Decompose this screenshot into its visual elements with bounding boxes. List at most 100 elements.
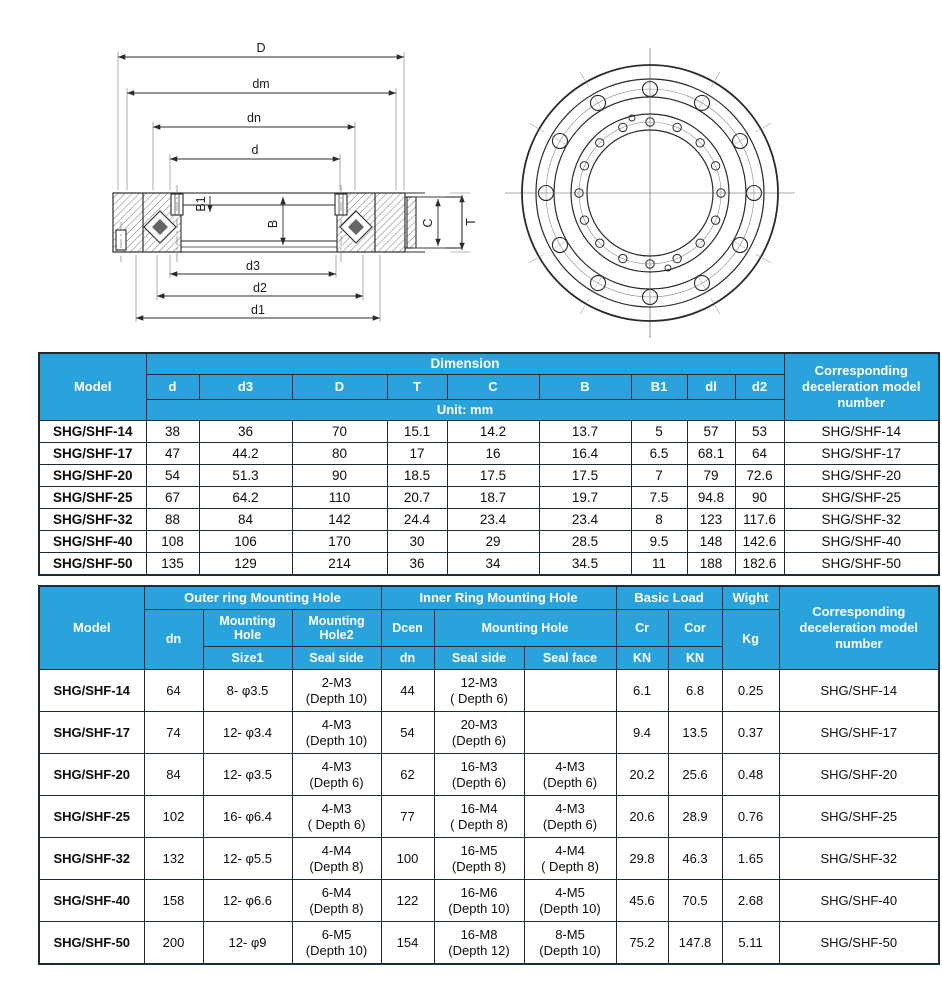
inner-bolt-hole bbox=[579, 161, 590, 171]
value-cell: 28.5 bbox=[538, 530, 632, 553]
value-cell: 20.2 bbox=[615, 753, 669, 796]
table-row: SHG/SHF-50 200 12- φ9 6-M5 (Depth 10) 154 16-… bbox=[38, 921, 940, 965]
value-cell: 16-M4 ( Depth 8) bbox=[433, 795, 525, 838]
t1-col-D: D bbox=[291, 374, 388, 400]
value-cell: 13.7 bbox=[538, 420, 632, 443]
table-row: SHG/SHF-32 88 84 142 24.4 23.4 23.4 8 123 117.6 SH… bbox=[38, 508, 940, 531]
dim-label-B1: B1 bbox=[194, 196, 208, 211]
value-cell: SHG/SHF-32 bbox=[783, 508, 940, 531]
t2-col-kn1: KN bbox=[615, 646, 669, 670]
value-cell: 0.37 bbox=[721, 711, 780, 754]
inner-bolt-hole bbox=[695, 238, 705, 248]
value-cell: 46.3 bbox=[667, 837, 723, 880]
hole-tick bbox=[592, 94, 604, 112]
model-cell: SHG/SHF-17 bbox=[38, 442, 147, 465]
hole-tick bbox=[731, 239, 749, 251]
value-cell: 142 bbox=[291, 508, 388, 531]
value-cell: 4-M3 (Depth 6) bbox=[523, 753, 617, 796]
value-cell: 44.2 bbox=[198, 442, 293, 465]
value-cell: SHG/SHF-25 bbox=[783, 486, 940, 509]
value-cell: 79 bbox=[686, 464, 736, 487]
value-cell: 34 bbox=[446, 552, 540, 576]
hole-tick bbox=[696, 94, 708, 112]
value-cell: 20.7 bbox=[386, 486, 448, 509]
model-cell: SHG/SHF-40 bbox=[38, 879, 145, 922]
value-cell: SHG/SHF-40 bbox=[778, 879, 940, 922]
outer-bolt-hole bbox=[551, 236, 568, 254]
value-cell: 36 bbox=[386, 552, 448, 576]
value-cell: 54 bbox=[380, 711, 435, 754]
value-cell: SHG/SHF-20 bbox=[783, 464, 940, 487]
value-cell: 77 bbox=[380, 795, 435, 838]
inner-bolt-hole bbox=[645, 259, 655, 269]
outer-bolt-hole bbox=[589, 94, 607, 111]
value-cell: 16-M6 (Depth 10) bbox=[433, 879, 525, 922]
dim-label-dm: dm bbox=[252, 77, 269, 91]
value-cell: 17 bbox=[386, 442, 448, 465]
dim-label-d3: d3 bbox=[246, 259, 260, 273]
table-row: SHG/SHF-14 38 36 70 15.1 14.2 13.7 5 57 53 SHG/SHF… bbox=[38, 420, 940, 443]
value-cell: 200 bbox=[143, 921, 204, 965]
outer-bolt-hole bbox=[732, 132, 749, 150]
value-cell: 123 bbox=[686, 508, 736, 531]
value-cell: SHG/SHF-17 bbox=[778, 711, 940, 754]
model-cell: SHG/SHF-14 bbox=[38, 420, 147, 443]
model-cell: SHG/SHF-17 bbox=[38, 711, 145, 754]
value-cell bbox=[523, 669, 617, 712]
t1-header-corresponding: Corresponding deceleration model number bbox=[783, 352, 940, 421]
value-cell: SHG/SHF-14 bbox=[783, 420, 940, 443]
value-cell: 2-M3 (Depth 10) bbox=[291, 669, 382, 712]
value-cell: 4-M5 (Depth 10) bbox=[523, 879, 617, 922]
model-cell: SHG/SHF-20 bbox=[38, 464, 147, 487]
value-cell: 29.8 bbox=[615, 837, 669, 880]
value-cell: 188 bbox=[686, 552, 736, 576]
t2-col-cr: Cr bbox=[615, 609, 669, 647]
model-cell: SHG/SHF-50 bbox=[38, 552, 147, 576]
dim-label-B: B bbox=[266, 220, 280, 228]
value-cell: 6.5 bbox=[630, 442, 688, 465]
t2-col-mounting-hole2: Mounting Hole2 bbox=[291, 609, 382, 647]
value-cell: 7 bbox=[630, 464, 688, 487]
value-cell: 16- φ6.4 bbox=[202, 795, 293, 838]
t1-header-dimension: Dimension bbox=[145, 352, 785, 375]
value-cell: 64 bbox=[143, 669, 204, 712]
value-cell: 170 bbox=[291, 530, 388, 553]
t1-col-C: C bbox=[446, 374, 540, 400]
t2-col-kn2: KN bbox=[667, 646, 723, 670]
t2-col-dn-inner: dn bbox=[380, 646, 435, 670]
value-cell: 94.8 bbox=[686, 486, 736, 509]
value-cell: 108 bbox=[145, 530, 200, 553]
t1-col-B1: B1 bbox=[630, 374, 688, 400]
value-cell: 5 bbox=[630, 420, 688, 443]
value-cell: 80 bbox=[291, 442, 388, 465]
value-cell: 16-M8 (Depth 12) bbox=[433, 921, 525, 965]
value-cell: 17.5 bbox=[446, 464, 540, 487]
value-cell: 7.5 bbox=[630, 486, 688, 509]
t2-header-outer-group: Outer ring Mounting Hole bbox=[143, 585, 382, 610]
value-cell: 64 bbox=[734, 442, 785, 465]
value-cell: 38 bbox=[145, 420, 200, 443]
hole-tick bbox=[551, 239, 569, 251]
rim-tick bbox=[528, 122, 545, 133]
model-cell: SHG/SHF-25 bbox=[38, 486, 147, 509]
t1-unit-row: Unit: mm bbox=[145, 399, 785, 421]
t2-header-corresponding: Corresponding deceleration model number bbox=[778, 585, 940, 670]
value-cell: SHG/SHF-20 bbox=[778, 753, 940, 796]
rim-tick bbox=[755, 122, 772, 133]
value-cell bbox=[523, 711, 617, 754]
rim-tick bbox=[579, 298, 590, 315]
dim-label-d1: d1 bbox=[251, 303, 265, 317]
value-cell: SHG/SHF-17 bbox=[783, 442, 940, 465]
value-cell: 6.1 bbox=[615, 669, 669, 712]
value-cell: 12- φ5.5 bbox=[202, 837, 293, 880]
value-cell: 0.25 bbox=[721, 669, 780, 712]
hole-tick bbox=[731, 135, 749, 147]
value-cell: 12- φ6.6 bbox=[202, 879, 293, 922]
t2-col-dn: dn bbox=[143, 609, 204, 670]
inner-bolt-hole bbox=[645, 117, 655, 127]
value-cell: 154 bbox=[380, 921, 435, 965]
value-cell: 110 bbox=[291, 486, 388, 509]
value-cell: 23.4 bbox=[446, 508, 540, 531]
value-cell: 12- φ3.4 bbox=[202, 711, 293, 754]
value-cell: 8 bbox=[630, 508, 688, 531]
